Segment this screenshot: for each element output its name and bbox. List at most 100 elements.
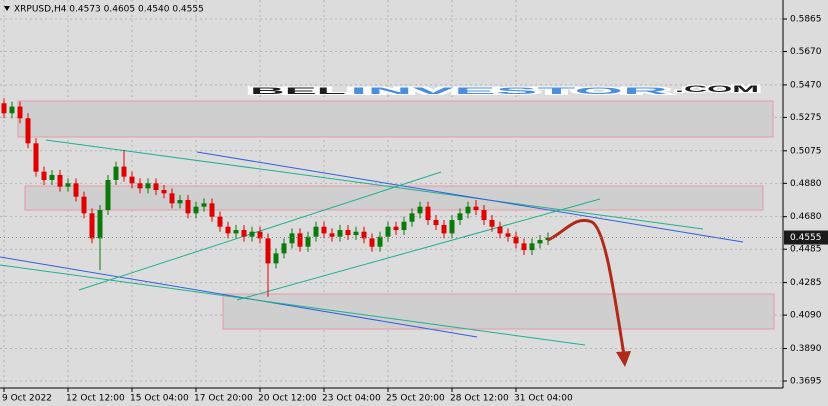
- candle-body: [257, 231, 263, 239]
- trend-line: [0, 264, 586, 346]
- candle-body: [161, 189, 167, 194]
- candle-body: [201, 203, 207, 207]
- candle-body: [537, 240, 543, 244]
- candle-body: [17, 106, 23, 119]
- trend-lines: [0, 139, 744, 346]
- x-tick-label: 20 Oct 12:00: [258, 394, 317, 404]
- candle-body: [209, 203, 215, 217]
- candle-body: [377, 236, 383, 247]
- price-label: 0.4555: [790, 233, 822, 243]
- candle-body: [321, 226, 327, 234]
- candle-body: [297, 233, 303, 247]
- candle-body: [145, 183, 151, 189]
- candle-body: [217, 216, 223, 227]
- candle-body: [449, 220, 455, 234]
- candle-body: [281, 243, 287, 254]
- candle-body: [185, 200, 191, 214]
- y-tick-label: 0.4880: [790, 179, 822, 189]
- candle-body: [49, 174, 55, 180]
- candle-body: [225, 226, 231, 234]
- x-tick-label: 31 Oct 04:00: [514, 394, 573, 404]
- candle-body: [9, 106, 15, 114]
- candle-body: [329, 233, 335, 237]
- candle-body: [433, 220, 439, 226]
- candle-body: [241, 230, 247, 237]
- y-tick-label: 0.4680: [790, 212, 822, 222]
- candle-body: [169, 193, 175, 204]
- y-tick-label: 0.3890: [790, 344, 822, 354]
- trend-line: [0, 256, 478, 338]
- candle-body: [505, 233, 511, 237]
- candles: [1, 98, 551, 297]
- y-tick-label: 0.4285: [790, 278, 822, 288]
- candle-body: [73, 183, 79, 197]
- candle-body: [265, 238, 271, 264]
- trend-line: [236, 198, 601, 301]
- candle-body: [25, 118, 31, 144]
- candle-body: [465, 206, 471, 214]
- candle-body: [369, 238, 375, 247]
- y-tick-label: 0.5865: [790, 15, 822, 25]
- candle-body: [417, 206, 423, 214]
- candle-body: [153, 183, 159, 190]
- candle-body: [393, 226, 399, 231]
- candle-body: [401, 221, 407, 231]
- candle-body: [497, 226, 503, 234]
- candle-body: [129, 176, 135, 184]
- y-tick-label: 0.4485: [790, 245, 822, 255]
- x-tick-label: 9 Oct 2022: [2, 394, 52, 404]
- logo-part: INVESTOR: [350, 86, 671, 96]
- x-tick-label: 15 Oct 04:00: [130, 394, 189, 404]
- candle-body: [361, 231, 367, 239]
- y-tick-label: 0.5670: [790, 47, 822, 57]
- candle-body: [65, 183, 71, 187]
- zone: [24, 185, 764, 211]
- candle-body: [57, 174, 63, 187]
- arrow-head: [616, 351, 631, 367]
- y-tick-label: 0.4090: [790, 311, 822, 321]
- x-tick-label: 17 Oct 20:00: [194, 394, 253, 404]
- candle-body: [473, 206, 479, 211]
- candle-body: [313, 226, 319, 237]
- candle-body: [177, 200, 183, 204]
- candle-body: [457, 213, 463, 221]
- candle-body: [1, 103, 7, 114]
- zone: [17, 100, 774, 138]
- y-tick-label: 0.5470: [790, 80, 822, 90]
- candle-body: [33, 143, 39, 172]
- candle-body: [41, 171, 47, 180]
- candle-body: [513, 236, 519, 244]
- candle-body: [345, 230, 351, 236]
- symbol-header: XRPUSD,H4 0.4573 0.4605 0.4540 0.4555: [14, 5, 204, 15]
- candle-body: [121, 166, 127, 177]
- trend-line: [196, 151, 744, 243]
- candle-body: [521, 243, 527, 251]
- candle-body: [193, 206, 199, 214]
- x-tick-label: 25 Oct 20:00: [386, 394, 445, 404]
- y-tick-label: 0.3695: [790, 376, 822, 386]
- x-tick-label: 23 Oct 04:00: [322, 394, 381, 404]
- candle-body: [289, 233, 295, 244]
- candle-body: [105, 179, 111, 211]
- logo-part: BEL: [250, 86, 349, 96]
- candle-body: [89, 213, 95, 239]
- zone: [222, 293, 775, 330]
- candle-body: [137, 183, 143, 189]
- forecast-arrow: [547, 218, 626, 356]
- candle-body: [441, 225, 447, 234]
- trend-line: [45, 139, 704, 230]
- candle-body: [249, 231, 255, 237]
- candle-body: [113, 166, 119, 180]
- axes: 0.5865 0.5670 0.5470 0.5275 0.5075 0.4880 0.46…: [0, 15, 828, 404]
- candle-body: [305, 236, 311, 247]
- candle-body: [273, 253, 279, 264]
- candle-body: [97, 210, 103, 239]
- candle-body: [337, 230, 343, 237]
- candle-body: [353, 231, 359, 236]
- candle-body: [385, 226, 391, 237]
- logo-part: .COM: [675, 84, 759, 94]
- candle-body: [529, 243, 535, 251]
- candle-body: [481, 210, 487, 221]
- candle-body: [233, 230, 239, 234]
